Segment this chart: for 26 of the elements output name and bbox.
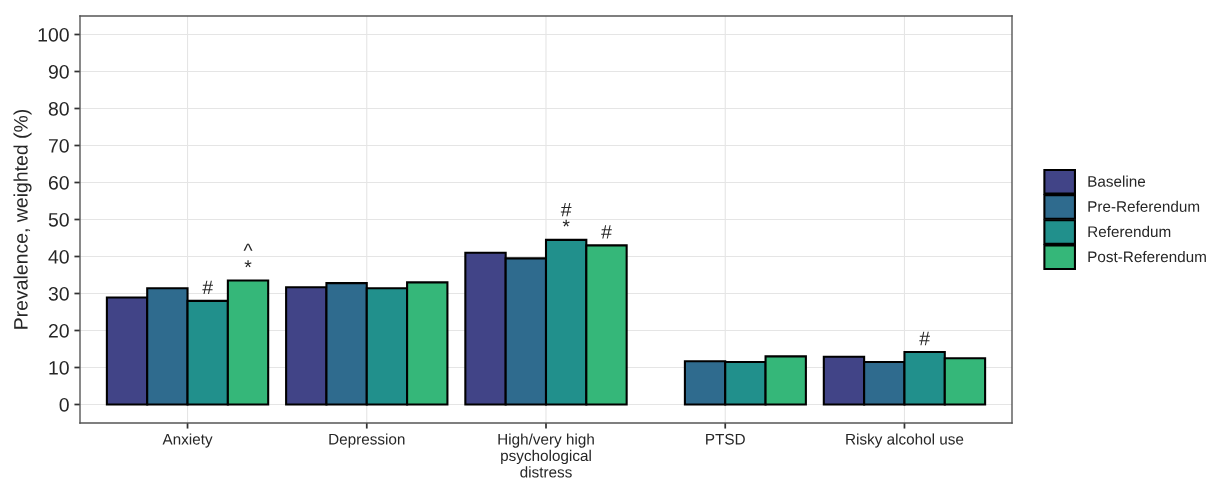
legend-label: Baseline xyxy=(1088,175,1146,187)
x-tick-label: Anxiety xyxy=(162,433,213,448)
y-tick-label: 50 xyxy=(48,212,69,227)
y-tick-label: 90 xyxy=(48,64,69,79)
y-tick-label: 0 xyxy=(59,397,69,412)
y-tick-label: 30 xyxy=(48,286,69,301)
y-tick-label: 80 xyxy=(48,101,69,116)
x-tick-label: High/very high psychological distress xyxy=(498,433,594,478)
data-label: # xyxy=(919,331,930,346)
data-label: # xyxy=(202,280,214,295)
x-tick-label: Depression xyxy=(329,433,405,448)
y-tick-label: 40 xyxy=(48,249,69,264)
y-tick-label: 20 xyxy=(48,323,69,338)
data-label: # xyxy=(601,225,612,239)
data-label: # * xyxy=(560,203,572,227)
data-label: ^ * xyxy=(243,243,253,268)
y-axis-title: Prevalence, weighted (%) xyxy=(13,109,32,329)
y-tick-label: 70 xyxy=(48,138,69,153)
legend-label: Post-Referendum xyxy=(1088,250,1206,263)
legend-label: Referendum xyxy=(1088,225,1171,238)
y-tick-label: 10 xyxy=(49,360,69,375)
x-tick-label: Risky alcohol use xyxy=(846,433,964,448)
y-tick-label: 60 xyxy=(48,175,69,190)
legend-label: Pre-Referendum xyxy=(1088,200,1200,212)
y-tick-label: 100 xyxy=(38,27,69,42)
x-tick-label: PTSD xyxy=(706,433,745,445)
